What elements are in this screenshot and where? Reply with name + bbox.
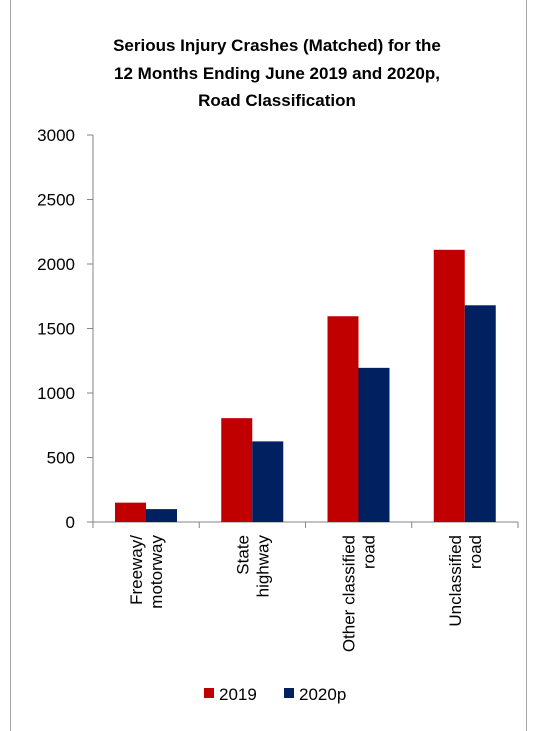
bar-2019-3 — [327, 316, 359, 522]
y-tick-label: 1500 — [37, 320, 75, 339]
legend-swatch-2019 — [204, 688, 214, 698]
bar-2019-1 — [115, 502, 146, 522]
legend-swatch-2020p — [284, 688, 294, 698]
category-labels: Freeway/motorway State highway Other classi… — [127, 535, 485, 653]
y-tick-label: 1000 — [37, 384, 75, 403]
category-label: road — [466, 535, 485, 569]
bar-2019-4 — [433, 249, 465, 522]
category-label: motorway — [147, 535, 166, 609]
bar-2019-2 — [221, 418, 253, 522]
y-tick-label: 0 — [66, 513, 75, 532]
bar-2020p-3 — [358, 367, 390, 522]
chart-title: Serious Injury Crashes (Matched) for the… — [113, 36, 441, 110]
legend-label-2020p: 2020p — [299, 685, 346, 704]
chart-title-line-3: Road Classification — [198, 91, 356, 110]
x-axis — [92, 521, 519, 528]
bar-2020p-4 — [464, 305, 496, 522]
category-label: road — [360, 535, 379, 569]
y-axis: 0 500 1000 1500 2000 2500 3000 — [37, 126, 94, 532]
bar-2020p-1 — [146, 509, 177, 522]
frame-left-border — [10, 0, 11, 731]
category-label: Unclassified — [446, 535, 465, 627]
y-tick-label: 2000 — [37, 255, 75, 274]
legend-label-2019: 2019 — [219, 685, 257, 704]
y-tick-label: 500 — [47, 449, 75, 468]
y-tick-label: 2500 — [37, 191, 75, 210]
chart-title-line-2: 12 Months Ending June 2019 and 2020p, — [114, 64, 440, 83]
frame-right-border — [526, 0, 527, 731]
category-label: Other classified — [340, 535, 359, 652]
chart-title-line-1: Serious Injury Crashes (Matched) for the — [113, 36, 441, 55]
bar-2020p-2 — [252, 441, 284, 522]
category-label: highway — [253, 535, 272, 598]
category-label: Freeway/ — [127, 535, 146, 605]
y-tick-label: 3000 — [37, 126, 75, 145]
legend: 2019 2020p — [204, 685, 346, 704]
category-label: State — [233, 535, 252, 575]
bars — [115, 249, 496, 522]
